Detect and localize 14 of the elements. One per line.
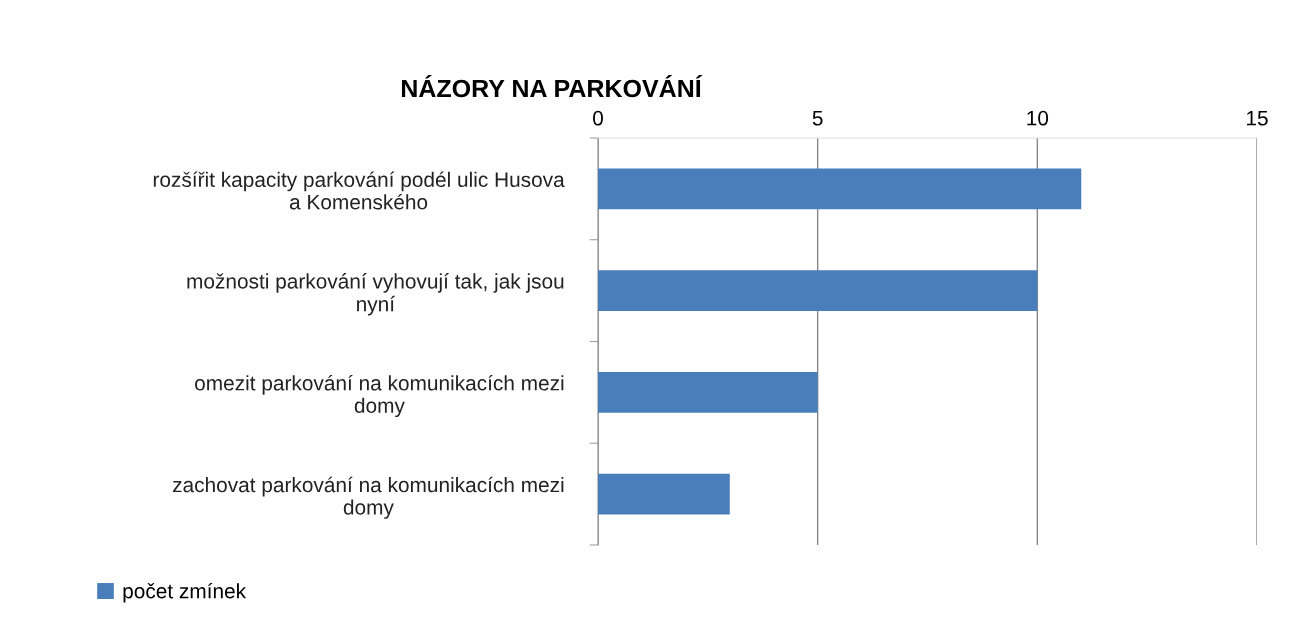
y-tick-label: možnosti parkování vyhovují tak, jak jsou nyní [187,273,564,316]
bar [598,270,1038,311]
bar [598,168,1082,210]
x-tick-label: 0 [593,110,603,126]
chart-title: NÁZORY NA PARKOVÁNÍ [401,74,703,98]
x-tick-label: 5 [812,111,823,126]
bar [598,372,818,413]
y-tick-label: omezit parkování na komunikacích mezi domy [195,374,564,418]
x-tick-label: 10 [1027,110,1049,126]
x-tick-label: 15 [1247,111,1268,126]
y-tick-label: zachovat parkování na komunikacích mezi domy [172,476,564,519]
legend-label: počet zmínek [123,582,247,603]
bar [598,473,730,515]
y-tick-label: rozšířit kapacity parkování podél ulic Husova a Komenského [153,171,565,210]
